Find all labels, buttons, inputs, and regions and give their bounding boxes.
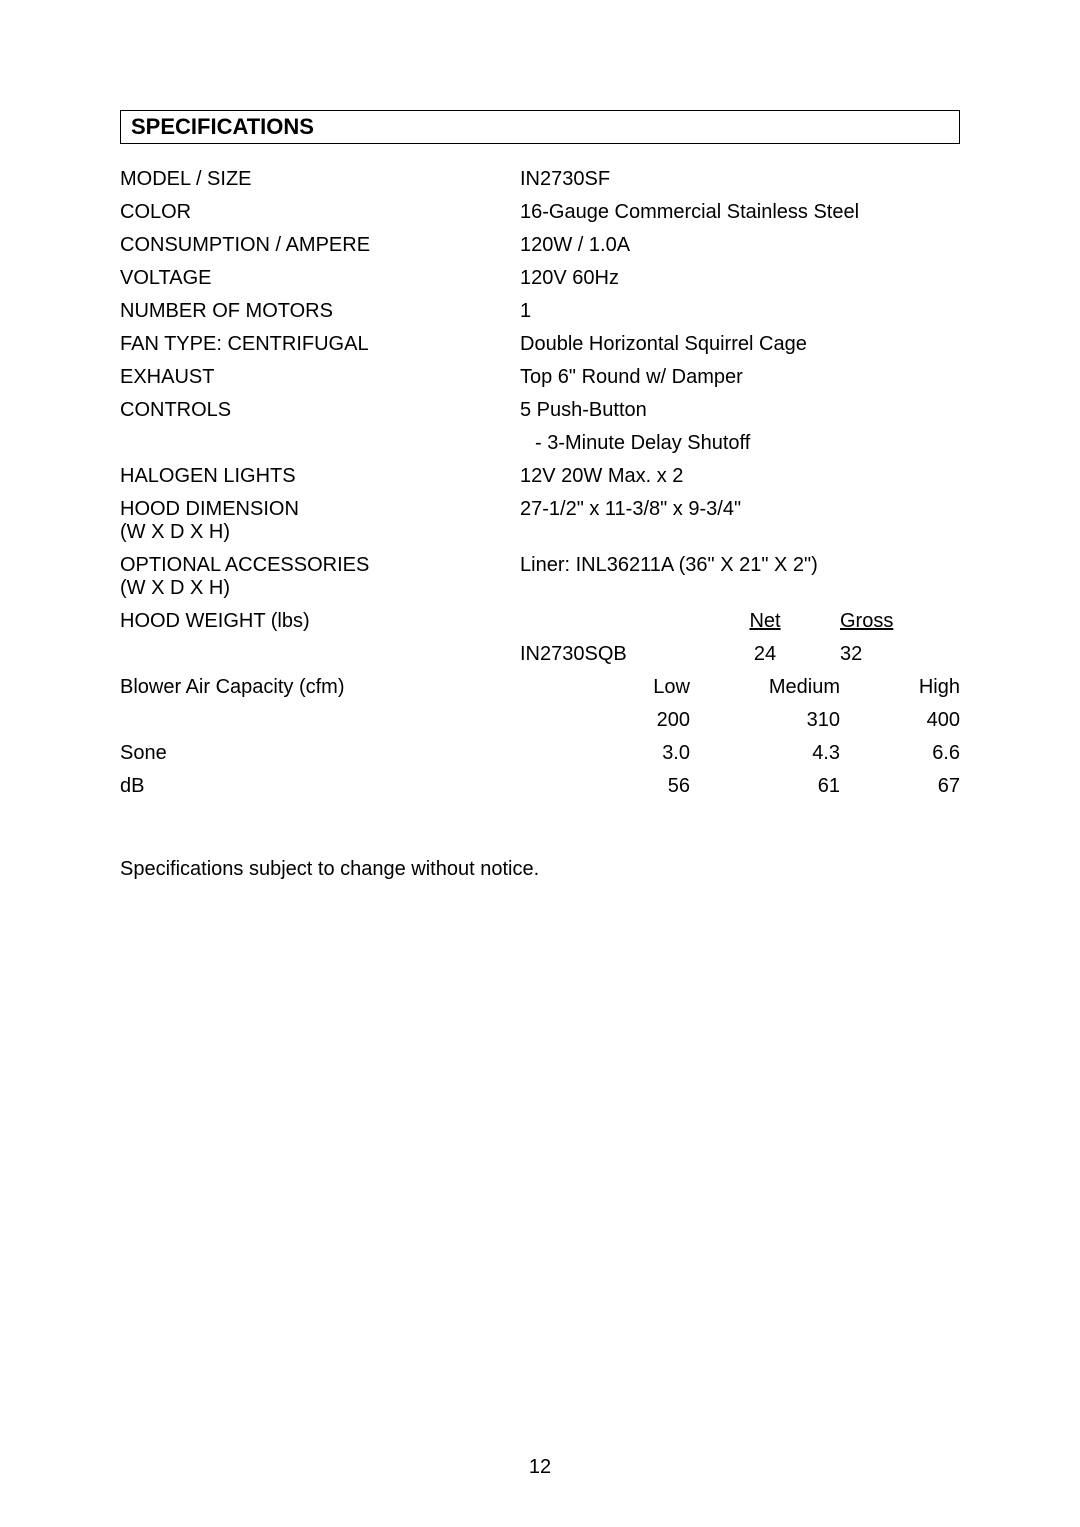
db-low: 56 <box>520 775 690 798</box>
section-title-box: SPECIFICATIONS <box>120 110 960 144</box>
spec-row-hood-dim: HOOD DIMENSION 27-1/2" x 11-3/8" x 9-3/4… <box>120 498 960 521</box>
spec-row-controls-sub: - 3-Minute Delay Shutoff <box>120 432 960 455</box>
weight-col-empty <box>520 610 690 633</box>
sone-row: Sone 3.0 4.3 6.6 <box>120 742 960 765</box>
weight-table: HOOD WEIGHT (lbs) Net Gross IN2730SQB 24… <box>120 610 960 666</box>
spec-row-voltage: VOLTAGE 120V 60Hz <box>120 267 960 290</box>
spec-row-fan-type: FAN TYPE: CENTRIFUGAL Double Horizontal … <box>120 333 960 356</box>
spec-label: NUMBER OF MOTORS <box>120 300 520 323</box>
blower-label: Blower Air Capacity (cfm) <box>120 676 520 699</box>
sone-high: 6.6 <box>840 742 960 765</box>
blower-high-header: High <box>840 676 960 699</box>
spec-value: 1 <box>520 300 960 323</box>
spec-label: FAN TYPE: CENTRIFUGAL <box>120 333 520 356</box>
spec-label: HALOGEN LIGHTS <box>120 465 520 488</box>
spec-value: 12V 20W Max. x 2 <box>520 465 960 488</box>
spec-label: COLOR <box>120 201 520 224</box>
blower-medium-header: Medium <box>690 676 840 699</box>
spec-row-motors: NUMBER OF MOTORS 1 <box>120 300 960 323</box>
weight-net-header: Net <box>690 610 840 633</box>
spec-row-model: MODEL / SIZE IN2730SF <box>120 168 960 191</box>
spec-label: MODEL / SIZE <box>120 168 520 191</box>
blower-low: 200 <box>520 709 690 732</box>
spec-value-empty <box>520 521 960 544</box>
blower-medium: 310 <box>690 709 840 732</box>
spec-value: Top 6" Round w/ Damper <box>520 366 960 389</box>
blower-low-header: Low <box>520 676 690 699</box>
weight-gross: 32 <box>840 643 960 666</box>
sone-label: Sone <box>120 742 520 765</box>
spec-row-color: COLOR 16-Gauge Commercial Stainless Stee… <box>120 201 960 224</box>
blower-row-label-empty <box>120 709 520 732</box>
weight-label: HOOD WEIGHT (lbs) <box>120 610 520 633</box>
sone-low: 3.0 <box>520 742 690 765</box>
sone-medium: 4.3 <box>690 742 840 765</box>
spec-row-accessories-sub: (W X D X H) <box>120 577 960 600</box>
weight-row-label-empty <box>120 643 520 666</box>
spec-value: Liner: INL36211A (36" X 21" X 2") <box>520 554 960 577</box>
spec-value: 120V 60Hz <box>520 267 960 290</box>
spec-row-halogen: HALOGEN LIGHTS 12V 20W Max. x 2 <box>120 465 960 488</box>
spec-row-exhaust: EXHAUST Top 6" Round w/ Damper <box>120 366 960 389</box>
weight-gross-header: Gross <box>840 610 960 633</box>
weight-net: 24 <box>690 643 840 666</box>
spec-row-hood-dim-sub: (W X D X H) <box>120 521 960 544</box>
spec-label-empty <box>120 432 520 455</box>
spec-value: 27-1/2" x 11-3/8" x 9-3/4" <box>520 498 960 521</box>
spec-value: Double Horizontal Squirrel Cage <box>520 333 960 356</box>
spec-label: VOLTAGE <box>120 267 520 290</box>
spec-label: HOOD DIMENSION <box>120 498 520 521</box>
spec-label: CONSUMPTION / AMPERE <box>120 234 520 257</box>
blower-table: Blower Air Capacity (cfm) Low Medium Hig… <box>120 676 960 798</box>
page: SPECIFICATIONS MODEL / SIZE IN2730SF COL… <box>0 0 1080 1527</box>
blower-header-row: Blower Air Capacity (cfm) Low Medium Hig… <box>120 676 960 699</box>
specs-list: MODEL / SIZE IN2730SF COLOR 16-Gauge Com… <box>120 168 960 600</box>
spec-label: OPTIONAL ACCESSORIES <box>120 554 520 577</box>
section-title: SPECIFICATIONS <box>131 114 314 139</box>
db-medium: 61 <box>690 775 840 798</box>
spec-row-controls: CONTROLS 5 Push-Button <box>120 399 960 422</box>
spec-value: 120W / 1.0A <box>520 234 960 257</box>
spec-value-sub: - 3-Minute Delay Shutoff <box>520 432 960 455</box>
weight-data-row: IN2730SQB 24 32 <box>120 643 960 666</box>
spec-value: 16-Gauge Commercial Stainless Steel <box>520 201 960 224</box>
page-number: 12 <box>0 1456 1080 1479</box>
db-row: dB 56 61 67 <box>120 775 960 798</box>
spec-value: IN2730SF <box>520 168 960 191</box>
spec-value: 5 Push-Button <box>520 399 960 422</box>
spec-sublabel: (W X D X H) <box>120 577 520 600</box>
blower-high: 400 <box>840 709 960 732</box>
weight-header-row: HOOD WEIGHT (lbs) Net Gross <box>120 610 960 633</box>
weight-model: IN2730SQB <box>520 643 690 666</box>
blower-data-row: 200 310 400 <box>120 709 960 732</box>
spec-row-accessories: OPTIONAL ACCESSORIES Liner: INL36211A (3… <box>120 554 960 577</box>
spec-label: CONTROLS <box>120 399 520 422</box>
footnote: Specifications subject to change without… <box>120 858 960 881</box>
spec-row-consumption: CONSUMPTION / AMPERE 120W / 1.0A <box>120 234 960 257</box>
spec-value-empty <box>520 577 960 600</box>
db-high: 67 <box>840 775 960 798</box>
spec-label: EXHAUST <box>120 366 520 389</box>
db-label: dB <box>120 775 520 798</box>
spec-sublabel: (W X D X H) <box>120 521 520 544</box>
